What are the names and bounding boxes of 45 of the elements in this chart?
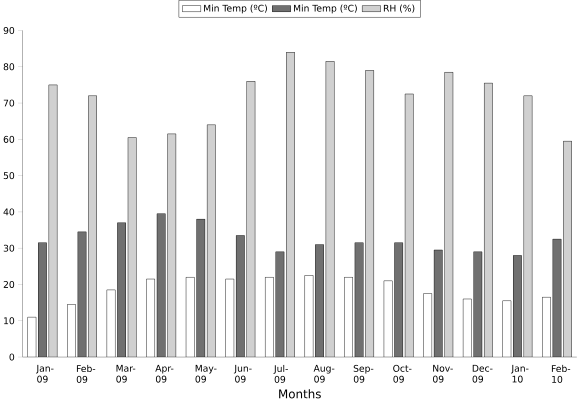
y-tick-label: 60 — [4, 136, 14, 143]
bar — [404, 94, 414, 357]
bar — [444, 72, 454, 357]
legend-label: RH (%) — [384, 4, 414, 12]
x-tick-label: Feb-10 — [552, 364, 570, 383]
bar — [484, 82, 493, 357]
x-tick-label: Jul-09 — [273, 364, 288, 383]
x-tick-label: Sep-09 — [354, 364, 374, 382]
y-tick-label: 0 — [10, 353, 14, 360]
x-tick-label: May-09 — [196, 364, 216, 382]
x-tick-label: Jun-09 — [234, 364, 252, 382]
x-tick-label: Aug-09 — [314, 364, 334, 382]
y-tick-label: 20 — [4, 280, 14, 288]
bar — [48, 84, 58, 357]
x-tick-label: Jan-10 — [510, 364, 528, 382]
y-tick-label: 70 — [4, 99, 14, 106]
x-tick-label: Dec-09 — [472, 364, 493, 382]
bar — [563, 140, 572, 357]
x-axis-title: Months — [279, 388, 321, 398]
bar — [186, 276, 195, 357]
bar — [167, 133, 176, 357]
x-tick-label: Feb-09 — [76, 364, 96, 383]
x-tick-label: Oct-09 — [393, 364, 412, 382]
x-tick-label: Mar-09 — [116, 364, 136, 382]
y-tick-label: 80 — [4, 63, 14, 70]
bar — [128, 137, 137, 357]
legend-label: Min Temp (ºC) — [294, 4, 357, 14]
bar — [88, 95, 97, 357]
bar — [524, 95, 532, 357]
y-tick-label: 90 — [4, 26, 14, 34]
x-tick-label: Nov-09 — [433, 364, 453, 382]
bar — [206, 124, 216, 357]
y-tick-label: 40 — [4, 208, 14, 216]
bar — [365, 70, 374, 357]
x-tick-label: Jan-09 — [36, 364, 54, 382]
bar — [434, 250, 443, 357]
y-tick-label: 30 — [4, 244, 14, 252]
x-tick-label: Apr-09 — [155, 364, 174, 382]
y-tick-label: 50 — [4, 172, 14, 179]
bar — [246, 80, 256, 357]
y-tick-label: 10 — [4, 317, 14, 324]
bar — [423, 293, 432, 357]
bar — [326, 60, 334, 357]
legend-label: Min Temp (ºC) — [204, 4, 267, 14]
bar — [286, 52, 295, 357]
